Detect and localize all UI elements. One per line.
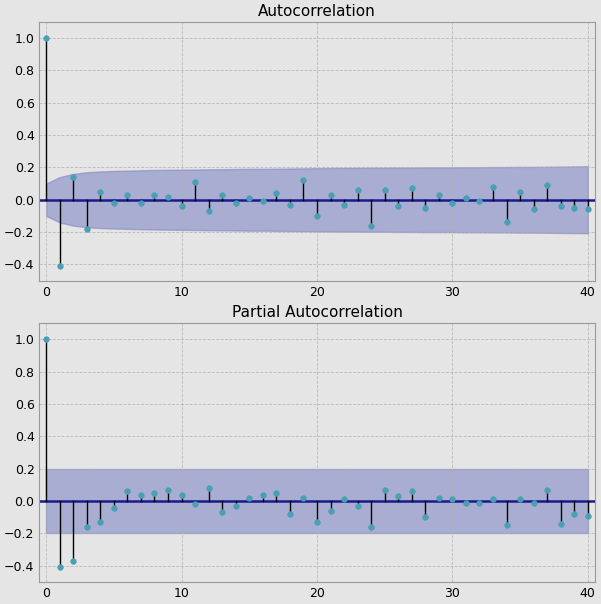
Title: Autocorrelation: Autocorrelation xyxy=(258,4,376,19)
Title: Partial Autocorrelation: Partial Autocorrelation xyxy=(231,306,403,321)
